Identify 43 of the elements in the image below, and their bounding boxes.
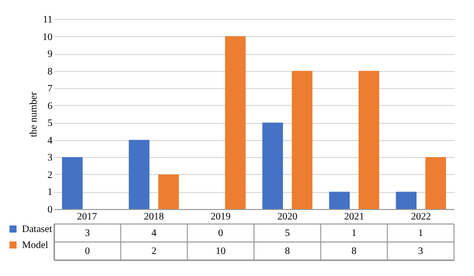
data-label: 8 xyxy=(284,246,290,257)
y-tick-label: 2 xyxy=(48,170,52,181)
legend-label: Dataset xyxy=(22,224,52,235)
x-tick-label: 2018 xyxy=(144,212,164,222)
bar xyxy=(262,122,283,209)
y-tick-label: 6 xyxy=(48,100,52,112)
data-label: 4 xyxy=(152,228,156,239)
x-tick-label: 2022 xyxy=(410,212,431,222)
y-tick-label: 1 xyxy=(48,187,52,198)
bar xyxy=(158,174,179,209)
y-tick-label: 5 xyxy=(48,118,52,130)
data-label: 1 xyxy=(352,228,356,239)
bar xyxy=(425,157,446,209)
data-label: 0 xyxy=(218,228,224,239)
bar xyxy=(225,36,246,209)
bar xyxy=(396,192,417,209)
x-tick-label: 2019 xyxy=(210,212,231,222)
data-label: 2 xyxy=(152,246,156,257)
data-label: 3 xyxy=(418,246,424,257)
y-axis-title: the number xyxy=(28,91,40,138)
y-tick-label: 10 xyxy=(42,32,52,43)
x-tick-label: 2017 xyxy=(77,212,98,222)
legend-label: Model xyxy=(22,240,48,251)
x-tick-label: 2021 xyxy=(344,212,364,222)
data-label: 3 xyxy=(84,228,90,239)
y-tick-label: 8 xyxy=(48,66,52,78)
data-label: 1 xyxy=(418,228,424,239)
y-tick-label: 11 xyxy=(42,14,52,26)
bar xyxy=(292,70,312,209)
bar xyxy=(358,70,380,209)
data-label: 5 xyxy=(284,228,290,239)
x-tick-label: 2020 xyxy=(277,212,298,222)
y-tick-label: 9 xyxy=(48,49,52,60)
y-tick-label: 0 xyxy=(48,204,52,216)
data-label: 10 xyxy=(216,246,226,257)
y-tick-label: 3 xyxy=(48,152,52,164)
y-tick-label: 4 xyxy=(48,135,52,146)
bar xyxy=(62,157,83,209)
y-tick-label: 7 xyxy=(48,84,52,95)
data-label: 0 xyxy=(84,246,90,257)
bar xyxy=(329,192,350,209)
data-label: 8 xyxy=(352,246,356,257)
bar xyxy=(128,140,150,209)
